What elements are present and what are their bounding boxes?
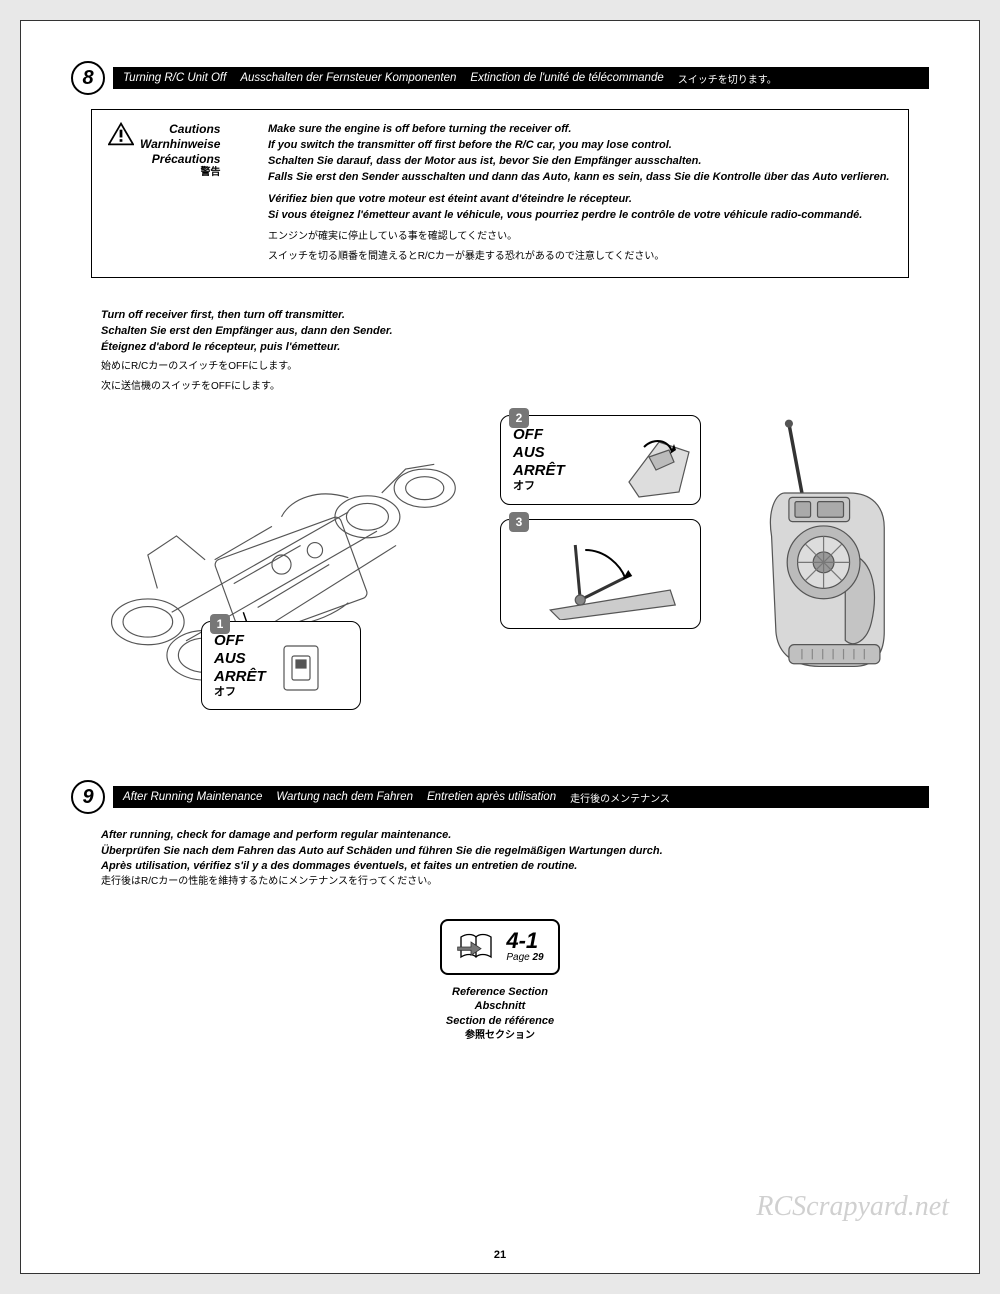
- reference-block: 4-1 Page 29 Reference Section Abschnitt …: [400, 919, 600, 1043]
- off-fr-1: ARRÊT: [214, 668, 266, 686]
- caution-box: Cautions Warnhinweise Précautions 警告 Mak…: [91, 109, 909, 278]
- ref-de: Abschnitt: [446, 999, 554, 1014]
- antenna-fold-sketch: [511, 530, 690, 620]
- after-jp: 走行後はR/Cカーの性能を維持するためにメンテナンスを行ってください。: [101, 875, 899, 889]
- tx-top-sketch: [614, 422, 694, 502]
- page-number: 21: [494, 1249, 506, 1261]
- instr-en: Turn off receiver first, then turn off t…: [101, 308, 909, 324]
- step8-number-badge: 8: [71, 61, 105, 95]
- caution-label-block: Cautions Warnhinweise Précautions 警告: [108, 122, 248, 265]
- warning-triangle-icon: [108, 122, 134, 146]
- caution-label-jp: 警告: [140, 167, 220, 180]
- ref-page-label: Page: [506, 952, 529, 963]
- step8-title-en: Turning R/C Unit Off: [123, 72, 226, 84]
- caution-text: Make sure the engine is off before turni…: [268, 122, 892, 265]
- step9-title-fr: Entretien après utilisation: [427, 791, 556, 803]
- after-fr: Après utilisation, vérifiez s'il y a des…: [101, 859, 899, 874]
- callout-1-label: OFF AUS ARRÊT オフ: [214, 632, 266, 699]
- diagram-area: 1 OFF AUS ARRÊT オフ: [81, 415, 919, 700]
- book-arrow-icon: [456, 929, 496, 965]
- callout-2: 2 OFF AUS ARRÊT オフ: [500, 415, 701, 504]
- ref-jp: 参照セクション: [446, 1029, 554, 1043]
- instr-jp1: 始めにR/CカーのスイッチをOFFにします。: [101, 359, 909, 375]
- callout-2-badge: 2: [509, 408, 529, 428]
- side-callouts: 2 OFF AUS ARRÊT オフ 3: [500, 415, 701, 628]
- off-de-1: AUS: [214, 650, 266, 668]
- after-de: Überprüfen Sie nach dem Fahren das Auto …: [101, 844, 899, 859]
- ref-page-num: 29: [533, 952, 544, 963]
- step8-title-jp: スイッチを切ります。: [678, 71, 777, 86]
- after-en: After running, check for damage and perf…: [101, 828, 899, 843]
- reference-badge: 4-1 Page 29: [440, 919, 559, 975]
- step9-title-de: Wartung nach dem Fahren: [276, 791, 413, 803]
- caution-de2: Falls Sie erst den Sender ausschalten un…: [268, 170, 892, 186]
- switch-sketch-1: [276, 636, 326, 696]
- step9-number-badge: 9: [71, 780, 105, 814]
- instruction-block: Turn off receiver first, then turn off t…: [101, 308, 909, 396]
- step9-title-jp: 走行後のメンテナンス: [570, 790, 670, 805]
- transmitter-illustration: [719, 415, 920, 675]
- step8-header: 8 Turning R/C Unit Off Ausschalten der F…: [71, 61, 929, 95]
- step9-title-bar: After Running Maintenance Wartung nach d…: [113, 786, 929, 808]
- instr-jp2: 次に送信機のスイッチをOFFにします。: [101, 379, 909, 395]
- caution-label-de: Warnhinweise: [140, 137, 220, 152]
- caution-jp1: エンジンが確実に停止している事を確認してください。: [268, 230, 892, 245]
- caution-jp2: スイッチを切る順番を間違えるとR/Cカーが暴走する恐れがあるので注意してください…: [268, 250, 892, 265]
- step9-title-en: After Running Maintenance: [123, 791, 262, 803]
- step8-title-de: Ausschalten der Fernsteuer Komponenten: [240, 72, 456, 84]
- caution-fr2: Si vous éteignez l'émetteur avant le véh…: [268, 208, 892, 224]
- caution-en1: Make sure the engine is off before turni…: [268, 122, 892, 138]
- caution-en2: If you switch the transmitter off first …: [268, 138, 892, 154]
- off-jp-1: オフ: [214, 686, 266, 699]
- callout-3: 3: [500, 519, 701, 629]
- ref-section-num: 4-1: [506, 930, 543, 952]
- caution-label-fr: Précautions: [140, 152, 220, 167]
- transmitter-figure: [719, 415, 920, 680]
- reference-labels: Reference Section Abschnitt Section de r…: [446, 985, 554, 1043]
- off-en-1: OFF: [214, 632, 266, 650]
- caution-label-en: Cautions: [140, 122, 220, 137]
- instr-de: Schalten Sie erst den Empfänger aus, dan…: [101, 324, 909, 340]
- watermark-text: RCScrapyard.net: [756, 1191, 949, 1223]
- caution-de1: Schalten Sie darauf, dass der Motor aus …: [268, 154, 892, 170]
- manual-page: 8 Turning R/C Unit Off Ausschalten der F…: [20, 20, 980, 1274]
- step9-header: 9 After Running Maintenance Wartung nach…: [71, 780, 929, 814]
- instr-fr: Éteignez d'abord le récepteur, puis l'ém…: [101, 340, 909, 356]
- step8-title-fr: Extinction de l'unité de télécommande: [470, 72, 663, 84]
- chassis-figure: 1 OFF AUS ARRÊT オフ: [81, 415, 482, 700]
- callout-1-badge: 1: [210, 614, 230, 634]
- caution-fr1: Vérifiez bien que votre moteur est étein…: [268, 192, 892, 208]
- callout-1: 1 OFF AUS ARRÊT オフ: [201, 621, 361, 710]
- step8-title-bar: Turning R/C Unit Off Ausschalten der Fer…: [113, 67, 929, 89]
- ref-en: Reference Section: [446, 985, 554, 1000]
- after-running-text: After running, check for damage and perf…: [101, 828, 899, 888]
- callout-3-badge: 3: [509, 512, 529, 532]
- ref-fr: Section de référence: [446, 1014, 554, 1029]
